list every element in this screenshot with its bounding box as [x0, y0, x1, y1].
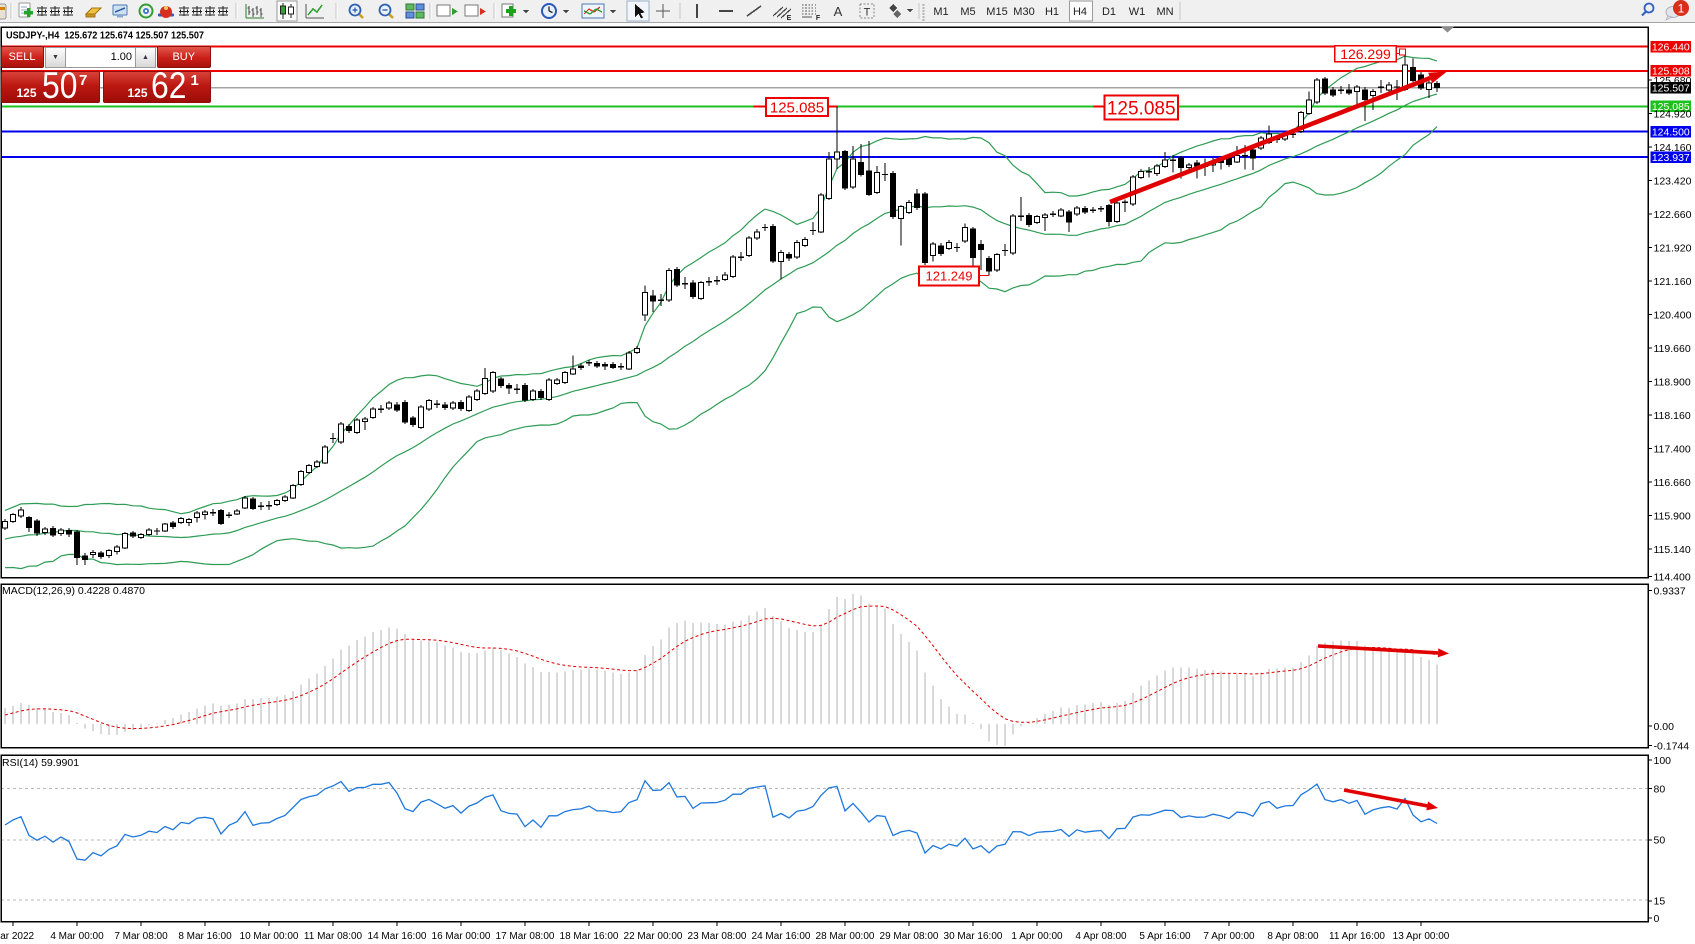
svg-text:1: 1: [1678, 2, 1685, 16]
svg-text:124.160: 124.160: [1654, 142, 1692, 154]
svg-text:121.920: 121.920: [1654, 243, 1692, 255]
svg-text:117.400: 117.400: [1654, 444, 1691, 456]
svg-text:RSI(14) 59.9901: RSI(14) 59.9901: [2, 757, 79, 769]
svg-text:M5: M5: [960, 6, 975, 18]
svg-text:122.660: 122.660: [1654, 209, 1692, 221]
svg-text:18 Mar 16:00: 18 Mar 16:00: [560, 931, 619, 942]
svg-text:116.660: 116.660: [1654, 477, 1691, 489]
svg-text:14 Mar 16:00: 14 Mar 16:00: [368, 931, 427, 942]
svg-text:11 Apr 16:00: 11 Apr 16:00: [1329, 931, 1385, 942]
svg-text:-0.1744: -0.1744: [1654, 740, 1690, 752]
svg-text:80: 80: [1654, 783, 1666, 795]
svg-text:USDJPY-,H4 125.672 125.674 12: USDJPY-,H4 125.672 125.674 125.507 125.5…: [6, 30, 204, 42]
svg-text:100: 100: [1654, 755, 1672, 767]
svg-text:24 Mar 16:00: 24 Mar 16:00: [752, 931, 811, 942]
svg-text:114.400: 114.400: [1654, 571, 1691, 583]
svg-text:7 Apr 00:00: 7 Apr 00:00: [1203, 931, 1255, 942]
svg-text:M1: M1: [933, 6, 948, 18]
svg-text:115.140: 115.140: [1654, 544, 1691, 556]
svg-text:0: 0: [1654, 913, 1660, 925]
svg-text:MN: MN: [1156, 6, 1173, 18]
svg-text:126.440: 126.440: [1652, 42, 1690, 54]
svg-text:22 Mar 00:00: 22 Mar 00:00: [624, 931, 683, 942]
svg-text:125.085: 125.085: [770, 99, 824, 116]
svg-text:28 Mar 00:00: 28 Mar 00:00: [816, 931, 875, 942]
svg-text:125.507: 125.507: [1652, 83, 1690, 95]
svg-text:F: F: [816, 15, 821, 22]
svg-text:119.660: 119.660: [1654, 343, 1691, 355]
svg-text:123.937: 123.937: [1652, 152, 1690, 164]
svg-text:0.00: 0.00: [1654, 721, 1675, 733]
svg-text:121.160: 121.160: [1654, 276, 1692, 288]
svg-text:Mar 2022: Mar 2022: [0, 931, 35, 942]
svg-text:A: A: [834, 4, 843, 19]
svg-text:H4: H4: [1073, 6, 1087, 18]
svg-text:118.160: 118.160: [1654, 410, 1691, 422]
svg-text:0.9337: 0.9337: [1654, 585, 1686, 597]
svg-text:8 Mar 16:00: 8 Mar 16:00: [178, 931, 232, 942]
svg-text:17 Mar 08:00: 17 Mar 08:00: [496, 931, 555, 942]
svg-text:M15: M15: [986, 6, 1007, 18]
svg-text:T: T: [864, 7, 871, 19]
svg-text:W1: W1: [1129, 6, 1146, 18]
svg-text:23 Mar 08:00: 23 Mar 08:00: [688, 931, 747, 942]
svg-text:1 Apr 00:00: 1 Apr 00:00: [1011, 931, 1063, 942]
svg-text:16 Mar 00:00: 16 Mar 00:00: [432, 931, 491, 942]
svg-text:29 Mar 08:00: 29 Mar 08:00: [880, 931, 939, 942]
svg-text:4 Mar 00:00: 4 Mar 00:00: [50, 931, 104, 942]
svg-text:5 Apr 16:00: 5 Apr 16:00: [1139, 931, 1191, 942]
svg-text:124.500: 124.500: [1652, 127, 1690, 139]
svg-text:10 Mar 00:00: 10 Mar 00:00: [240, 931, 299, 942]
svg-text:11 Mar 08:00: 11 Mar 08:00: [304, 931, 363, 942]
svg-text:115.900: 115.900: [1654, 511, 1691, 523]
svg-text:15: 15: [1654, 896, 1666, 908]
svg-text:125.908: 125.908: [1652, 66, 1690, 78]
svg-text:126.299: 126.299: [1340, 46, 1391, 62]
svg-text:4 Apr 08:00: 4 Apr 08:00: [1075, 931, 1127, 942]
svg-text:120.400: 120.400: [1654, 310, 1692, 322]
svg-text:125.085: 125.085: [1652, 101, 1690, 113]
svg-text:E: E: [787, 15, 792, 22]
svg-text:D1: D1: [1102, 6, 1116, 18]
svg-text:H1: H1: [1045, 6, 1059, 18]
svg-text:125.680: 125.680: [1654, 75, 1692, 87]
svg-text:8 Apr 08:00: 8 Apr 08:00: [1267, 931, 1319, 942]
svg-text:13 Apr 00:00: 13 Apr 00:00: [1393, 931, 1450, 942]
svg-text:30 Mar 16:00: 30 Mar 16:00: [944, 931, 1003, 942]
svg-text:MACD(12,26,9) 0.4228 0.4870: MACD(12,26,9) 0.4228 0.4870: [2, 585, 145, 597]
svg-text:118.900: 118.900: [1654, 377, 1691, 389]
svg-text:7 Mar 08:00: 7 Mar 08:00: [114, 931, 168, 942]
svg-text:124.920: 124.920: [1654, 109, 1692, 121]
svg-text:121.249: 121.249: [926, 269, 973, 284]
svg-text:M30: M30: [1013, 6, 1034, 18]
svg-text:125.085: 125.085: [1107, 98, 1176, 119]
svg-text:123.420: 123.420: [1654, 176, 1692, 188]
svg-text:50: 50: [1654, 835, 1666, 847]
